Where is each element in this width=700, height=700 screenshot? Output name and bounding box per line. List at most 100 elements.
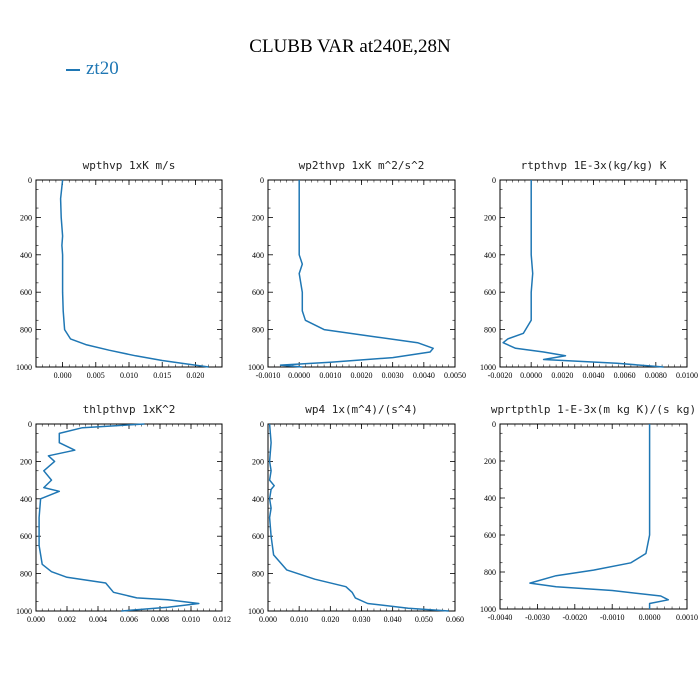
x-tick-label: 0.030	[353, 615, 371, 624]
x-tick-label: 0.0060	[614, 371, 636, 380]
plot-frame	[267, 423, 456, 612]
x-tick-label: -0.0040	[488, 613, 513, 622]
x-tick-label: 0.005	[87, 371, 105, 380]
y-tick-label: 0	[260, 176, 264, 185]
x-tick-label: 0.008	[151, 615, 169, 624]
y-tick-label: 400	[484, 251, 496, 260]
plot-frame	[499, 423, 688, 610]
y-tick-label: 1000	[248, 363, 264, 372]
y-tick-label: 400	[252, 495, 264, 504]
subplot-title: wpthvp 1xK m/s	[83, 159, 176, 172]
y-tick-label: 400	[484, 494, 496, 503]
x-tick-label: 0.0010	[676, 613, 698, 622]
x-tick-label: 0.0080	[645, 371, 667, 380]
x-tick-label: 0.0050	[444, 371, 466, 380]
x-tick-label: 0.006	[120, 615, 138, 624]
series-line	[38, 423, 200, 612]
y-tick-label: 800	[20, 570, 32, 579]
y-tick-label: 0	[28, 176, 32, 185]
series-line	[529, 424, 670, 609]
x-tick-label: 0.010	[182, 615, 200, 624]
y-tick-label: 200	[20, 457, 32, 466]
x-tick-label: 0.0030	[382, 371, 404, 380]
subplot-title: wp2thvp 1xK m^2/s^2	[299, 159, 425, 172]
y-tick-label: 600	[252, 532, 264, 541]
y-tick-label: 800	[484, 326, 496, 335]
y-tick-label: 0	[260, 420, 264, 429]
x-tick-label: 0.015	[153, 371, 171, 380]
x-tick-label: 0.002	[58, 615, 76, 624]
y-tick-label: 0	[492, 420, 496, 429]
subplot-title: thlpthvp 1xK^2	[83, 403, 176, 416]
y-tick-label: 400	[20, 495, 32, 504]
series-line	[268, 423, 449, 612]
y-tick-label: 600	[252, 288, 264, 297]
x-tick-label: 0.060	[446, 615, 464, 624]
plot-frame	[35, 179, 223, 368]
y-tick-label: 400	[20, 251, 32, 260]
y-tick-label: 200	[252, 457, 264, 466]
y-tick-label: 1000	[248, 607, 264, 616]
y-tick-label: 600	[20, 288, 32, 297]
y-tick-label: 800	[20, 326, 32, 335]
y-tick-label: 1000	[16, 363, 32, 372]
y-tick-label: 1000	[480, 363, 496, 372]
y-tick-label: 600	[484, 531, 496, 540]
y-tick-label: 200	[252, 213, 264, 222]
x-tick-label: -0.0010	[600, 613, 625, 622]
x-tick-label: 0.0020	[351, 371, 373, 380]
x-tick-label: 0.050	[415, 615, 433, 624]
x-tick-label: -0.0020	[562, 613, 587, 622]
x-tick-label: 0.000	[259, 615, 277, 624]
y-tick-label: 800	[252, 570, 264, 579]
series-line	[59, 179, 209, 368]
legend-label: zt20	[86, 58, 119, 79]
y-tick-label: 800	[252, 326, 264, 335]
y-tick-label: 200	[20, 213, 32, 222]
x-tick-label: 0.0010	[319, 371, 341, 380]
y-tick-label: 200	[484, 457, 496, 466]
y-tick-label: 600	[484, 288, 496, 297]
x-tick-label: -0.0020	[488, 371, 513, 380]
x-tick-label: 0.012	[213, 615, 231, 624]
figure-title: CLUBB VAR at240E,28N	[249, 36, 451, 57]
x-tick-label: 0.004	[89, 615, 107, 624]
x-tick-label: 0.000	[54, 371, 72, 380]
x-tick-label: 0.0000	[288, 371, 310, 380]
x-tick-label: 0.0040	[583, 371, 605, 380]
x-tick-label: 0.0040	[413, 371, 435, 380]
plot-frame	[267, 179, 456, 368]
y-tick-label: 1000	[480, 605, 496, 614]
y-tick-label: 400	[252, 251, 264, 260]
y-tick-label: 0	[28, 420, 32, 429]
subplot-title: wprtpthlp 1-E-3x(m kg K)/(s kg)	[491, 403, 696, 416]
plot-frame	[499, 179, 688, 368]
x-tick-label: -0.0030	[525, 613, 550, 622]
y-tick-label: 0	[492, 176, 496, 185]
series-line	[279, 180, 434, 368]
y-tick-label: 1000	[16, 607, 32, 616]
x-tick-label: -0.0010	[256, 371, 281, 380]
y-tick-label: 200	[484, 213, 496, 222]
x-tick-label: 0.0020	[551, 371, 573, 380]
x-tick-label: 0.020	[186, 371, 204, 380]
subplot-6: wprtpthlp 1-E-3x(m kg K)/(s kg) 0 200 400 60…	[480, 403, 698, 622]
subplot-title: rtpthvp 1E-3x(kg/kg) K	[521, 159, 667, 172]
subplot-title: wp4 1x(m^4)/(s^4)	[305, 403, 418, 416]
subplot-1: wpthvp 1xK m/s 0 200 400 600 800 1000 0.000 0.00…	[16, 159, 223, 380]
x-tick-label: 0.010	[120, 371, 138, 380]
subplot-2: wp2thvp 1xK m^2/s^2 0 200 400 600 800 1000-0.0…	[248, 159, 466, 380]
x-tick-label: 0.000	[27, 615, 45, 624]
x-tick-label: 0.020	[321, 615, 339, 624]
x-tick-label: 0.0100	[676, 371, 698, 380]
x-tick-label: 0.040	[384, 615, 402, 624]
series-line	[502, 180, 664, 368]
x-tick-label: 0.010	[290, 615, 308, 624]
legend: zt20	[66, 58, 119, 80]
subplot-3: rtpthvp 1E-3x(kg/kg) K 0 200 400 600 800 1000-…	[480, 159, 698, 380]
legend-swatch	[66, 68, 80, 71]
x-tick-label: 0.0000	[639, 613, 661, 622]
